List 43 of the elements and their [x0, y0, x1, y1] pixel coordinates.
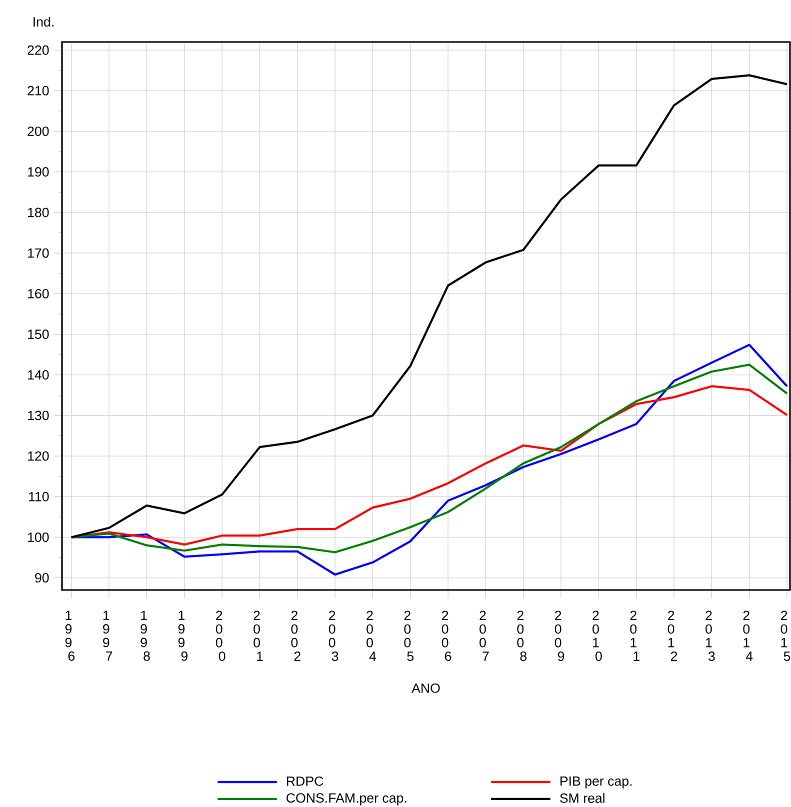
y-tick-label: 220 [28, 45, 49, 55]
x-tick-label: 2001 [254, 610, 263, 661]
y-tick-label: 180 [28, 208, 49, 218]
x-tick-label: 2003 [328, 610, 338, 661]
y-tick-label: 200 [28, 126, 49, 136]
x-tick-label: 2006 [442, 610, 452, 661]
y-tick-label: 90 [35, 573, 49, 583]
x-tick-label: 2013 [706, 610, 715, 661]
y-tick-label: 110 [29, 492, 49, 502]
y-tick-label: 100 [28, 532, 49, 542]
x-tick-label: 1997 [103, 610, 112, 661]
line-series [70, 344, 788, 576]
x-tick-label: 2015 [780, 610, 790, 661]
y-tick-label: 120 [28, 451, 49, 461]
x-tick-label: 2008 [517, 610, 526, 661]
y-tick-label: 130 [28, 410, 49, 420]
x-tick-label: 2010 [592, 610, 602, 661]
x-axis-title: ANO [412, 683, 440, 693]
line-series [70, 74, 788, 538]
x-tick-label: 2014 [743, 610, 753, 661]
legend-label: SM real [560, 793, 604, 803]
x-tick-label: 1998 [140, 610, 150, 661]
legend-label: PIB per cap. [560, 776, 632, 788]
x-tick-label: 2002 [291, 610, 300, 661]
x-tick-label: 2011 [630, 610, 640, 661]
x-tick-label: 2000 [216, 610, 226, 661]
legend-label: CONS.FAM.per cap. [286, 793, 406, 806]
x-tick-label: 1996 [65, 610, 75, 661]
legend-label: RDPC [286, 776, 324, 786]
x-tick-label: 1999 [178, 610, 188, 661]
y-tick-label: 210 [28, 86, 49, 96]
y-tick-label: 170 [28, 248, 49, 258]
x-tick-label: 2009 [554, 610, 564, 661]
x-tick-label: 2007 [480, 610, 489, 661]
y-tick-label: 150 [28, 330, 49, 339]
y-tick-label: 140 [28, 370, 49, 380]
y-axis-title: Ind. [34, 16, 54, 27]
line-series [70, 364, 788, 554]
y-tick-label: 160 [28, 288, 49, 298]
x-tick-label: 2005 [404, 610, 414, 661]
x-tick-label: 2004 [366, 610, 376, 661]
x-tick-label: 2012 [668, 610, 678, 661]
y-tick-label: 190 [28, 167, 49, 177]
